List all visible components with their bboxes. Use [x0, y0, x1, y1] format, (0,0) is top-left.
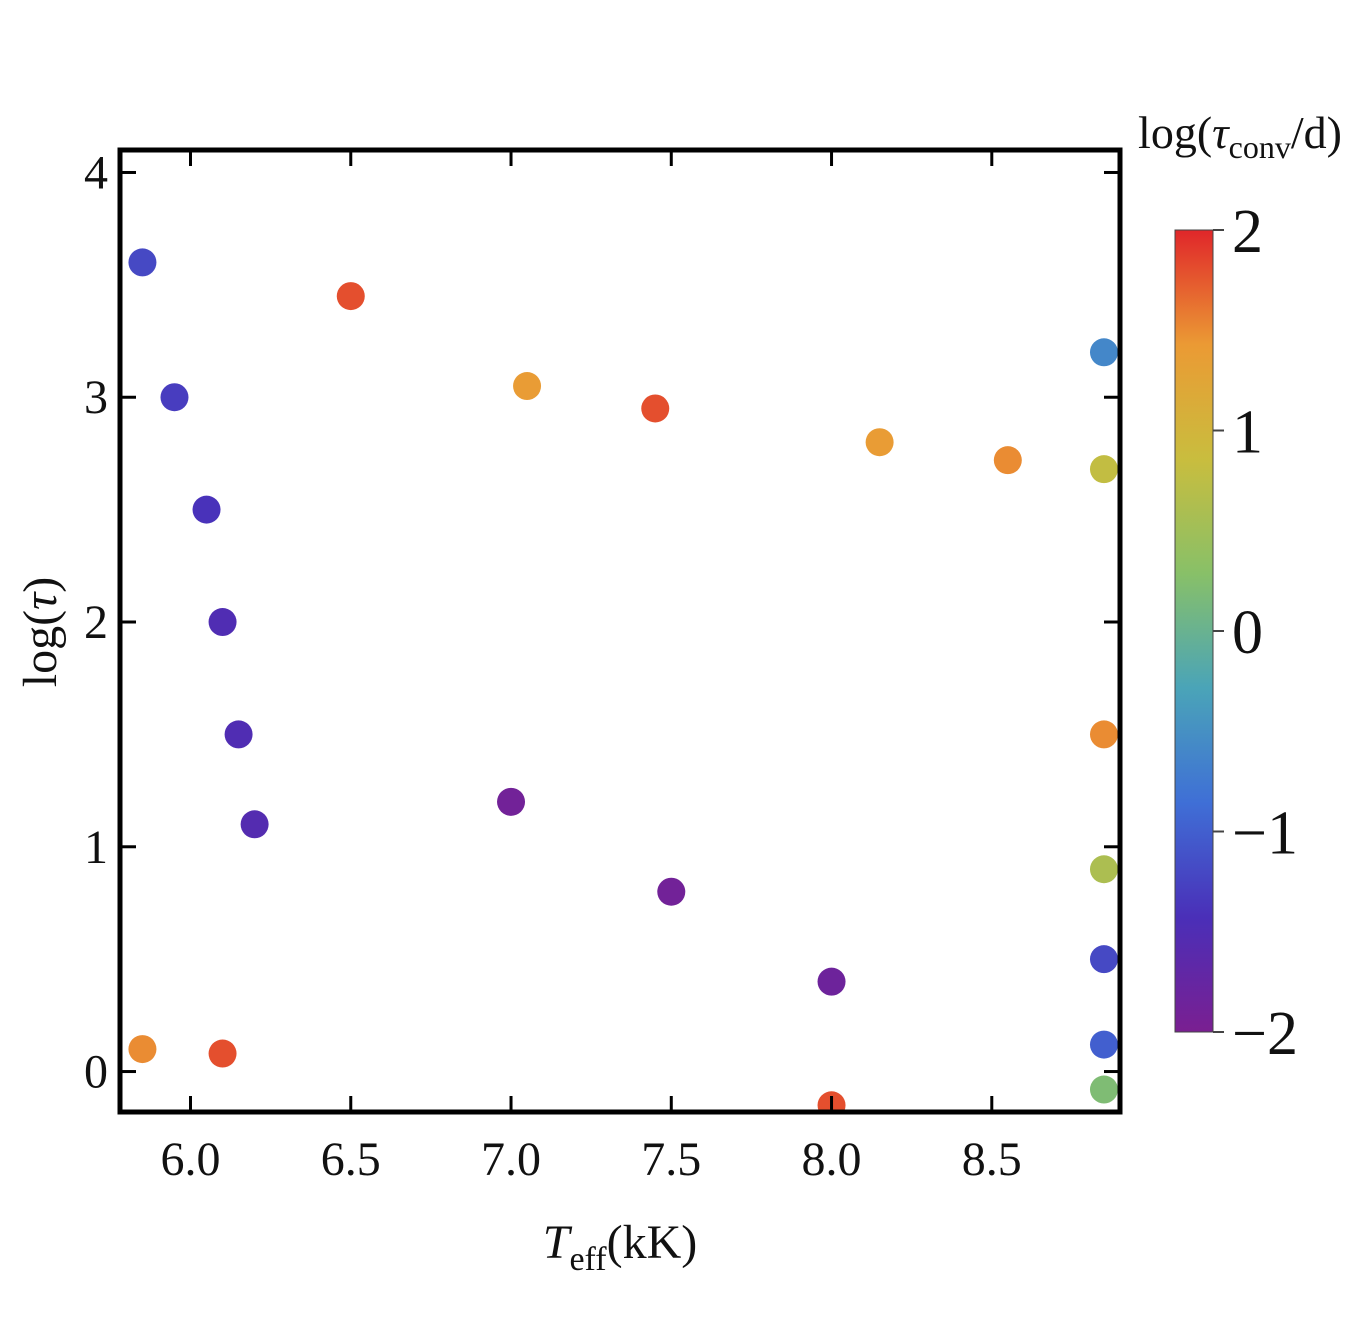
colorbar-ticks: 2 1 0 −1 −2	[1213, 198, 1298, 1068]
x-tick-label: 8.5	[962, 1133, 1022, 1186]
data-point	[817, 967, 846, 996]
data-point	[208, 1039, 237, 1068]
data-point	[1089, 855, 1118, 884]
data-point	[208, 608, 237, 637]
y-axis-title: log(τ)	[14, 577, 67, 688]
data-point	[497, 787, 526, 816]
data-point	[1089, 1075, 1118, 1104]
x-axis-title: Teff(kK)	[543, 1216, 697, 1278]
colorbar-title: log(τconv/d)	[1138, 107, 1342, 165]
data-point	[336, 282, 365, 311]
y-tick-label: 2	[84, 596, 108, 649]
colorbar-tick-label: 2	[1232, 198, 1263, 266]
data-point	[240, 810, 269, 839]
y-ticks: 0 1 2 3 4	[84, 146, 1120, 1099]
data-point	[128, 1035, 157, 1064]
data-point	[1089, 455, 1118, 484]
x-tick-label: 7.0	[481, 1133, 541, 1186]
colorbar-tick-label: −2	[1232, 1000, 1298, 1068]
plot-frame	[117, 147, 1123, 1115]
x-ticks: 6.0 6.5 7.0 7.5 8.0 8.5	[161, 150, 1022, 1186]
data-point	[160, 383, 189, 412]
data-point	[1089, 945, 1118, 974]
data-point	[993, 446, 1022, 475]
x-tick-label: 7.5	[641, 1133, 701, 1186]
data-points	[128, 248, 1118, 1112]
colorbar	[1174, 229, 1214, 1033]
x-tick-label: 8.0	[802, 1133, 862, 1186]
x-tick-label: 6.0	[161, 1133, 221, 1186]
x-tick-label: 6.5	[321, 1133, 381, 1186]
y-tick-label: 1	[84, 821, 108, 874]
data-point	[641, 394, 670, 423]
data-point	[224, 720, 253, 749]
data-point	[513, 372, 542, 401]
colorbar-tick-label: 0	[1232, 599, 1263, 667]
data-point	[1089, 1030, 1118, 1059]
data-point	[1089, 338, 1118, 367]
data-point	[1089, 720, 1118, 749]
data-point	[657, 877, 686, 906]
data-point	[128, 248, 157, 277]
y-tick-label: 3	[84, 371, 108, 424]
data-point	[865, 428, 894, 457]
y-tick-label: 4	[84, 146, 108, 199]
data-point	[192, 495, 221, 524]
colorbar-tick-label: 1	[1232, 399, 1263, 467]
y-tick-label: 0	[84, 1046, 108, 1099]
colorbar-tick-label: −1	[1232, 800, 1298, 868]
